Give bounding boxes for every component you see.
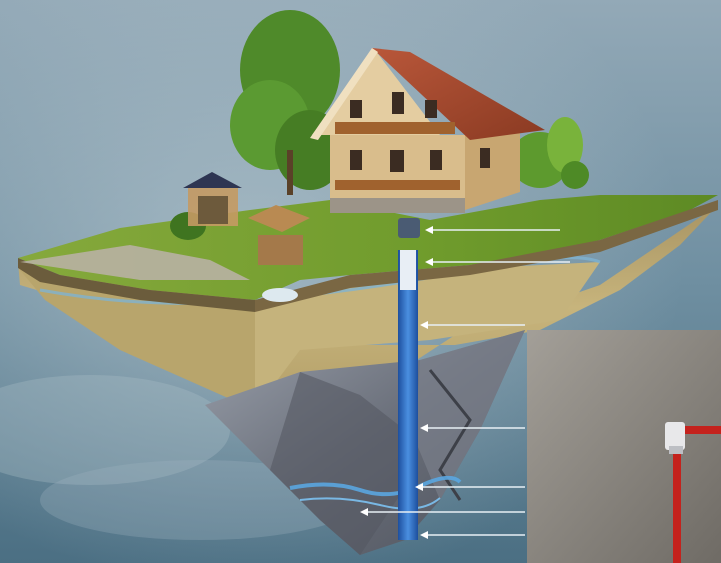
tree-trunk	[287, 150, 293, 195]
arrow-heads	[360, 226, 433, 539]
pipe-fitting	[665, 422, 685, 450]
indicator-arrows	[365, 229, 570, 536]
window	[350, 100, 362, 118]
house-roof	[372, 48, 545, 140]
well-cap	[398, 218, 420, 238]
red-pipe-vertical	[673, 448, 681, 563]
window	[392, 92, 404, 114]
house-gable	[312, 50, 440, 135]
rock-facet	[270, 372, 410, 555]
window	[480, 148, 490, 168]
pond	[262, 288, 298, 302]
house-roof-front	[310, 48, 378, 140]
gazebo-roof	[183, 172, 242, 188]
balcony	[335, 122, 455, 134]
rock-facet	[415, 330, 525, 500]
well-casing-top	[400, 250, 416, 290]
gazebo-opening	[198, 196, 228, 224]
window	[430, 150, 442, 170]
soil-layer-right	[255, 262, 600, 410]
lawn-edge	[18, 258, 255, 312]
balcony-lower	[335, 180, 460, 190]
window	[350, 150, 362, 170]
water-vein	[299, 497, 441, 510]
tree-canopy	[561, 161, 589, 189]
lawn-edge-right	[255, 200, 718, 312]
house-side-wall	[465, 132, 520, 210]
window	[425, 100, 437, 118]
inset-photo	[527, 330, 721, 563]
rock-crack	[428, 369, 472, 501]
pipe-fitting-nut	[669, 446, 683, 454]
well-casing	[398, 250, 418, 540]
path	[20, 245, 250, 280]
well-roof	[248, 205, 310, 232]
tree-canopy	[547, 117, 583, 173]
water-vein	[289, 475, 462, 497]
window	[390, 150, 404, 172]
well-house-body	[258, 235, 303, 265]
red-pipe-horizontal	[677, 426, 721, 434]
house-foundation	[330, 198, 465, 213]
cloud	[0, 375, 230, 485]
